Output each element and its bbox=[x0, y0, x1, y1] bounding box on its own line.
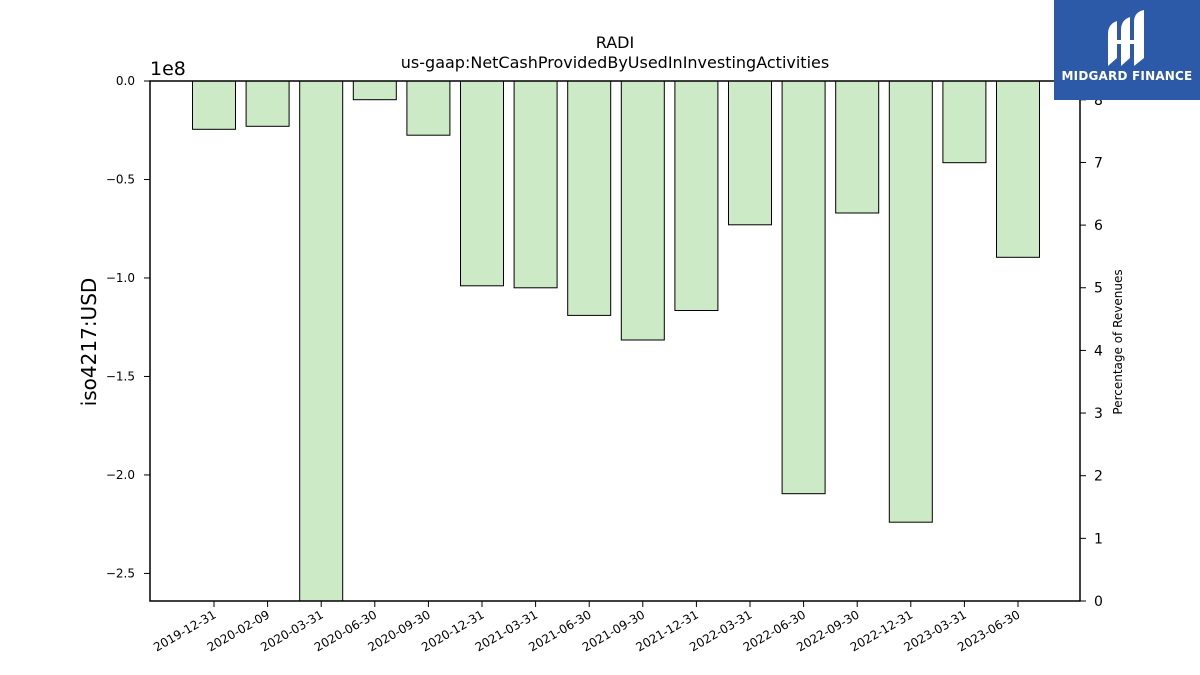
bar-2021-12-31 bbox=[674, 80, 719, 311]
bar-2021-03-31 bbox=[513, 80, 558, 289]
bar-2022-12-31 bbox=[888, 80, 933, 523]
bar-2023-06-30 bbox=[996, 80, 1040, 258]
midgard-logo-icon bbox=[1108, 10, 1144, 66]
bar-2020-03-31 bbox=[299, 80, 344, 602]
chart-subtitle: us-gaap:NetCashProvidedByUsedInInvesting… bbox=[401, 53, 829, 72]
bar-2020-09-30 bbox=[406, 80, 451, 136]
chart-title: RADI bbox=[596, 33, 634, 52]
bar-2022-09-30 bbox=[835, 80, 880, 214]
bar-2021-09-30 bbox=[620, 80, 665, 341]
y2-tick-label: 1 bbox=[1094, 531, 1103, 547]
y-axis-offset-label: 1e8 bbox=[150, 58, 186, 80]
brand-logo: MIDGARD FINANCE bbox=[1054, 0, 1200, 100]
y2-tick-label: 2 bbox=[1094, 469, 1103, 485]
y2-tick-label: 3 bbox=[1094, 406, 1103, 422]
y-tick-label: −2.0 bbox=[106, 468, 135, 482]
bar-2022-03-31 bbox=[728, 80, 772, 226]
y2-tick-label: 5 bbox=[1094, 281, 1103, 297]
bar-2019-12-31 bbox=[192, 80, 236, 130]
y-tick-label: 0.0 bbox=[116, 74, 135, 88]
y-tick-label: −0.5 bbox=[106, 172, 135, 186]
y-tick-label: −1.5 bbox=[106, 369, 135, 383]
y2-tick-label: 0 bbox=[1094, 594, 1103, 610]
bar-2020-12-31 bbox=[460, 80, 504, 287]
x-ticks-group: 2019-12-312020-02-092020-03-312020-06-30… bbox=[151, 601, 1023, 654]
y2-tick-label: 4 bbox=[1094, 343, 1103, 359]
y2-axis-label: Percentage of Revenues bbox=[1111, 269, 1125, 414]
bar-2020-06-30 bbox=[352, 80, 397, 101]
y-axis-label: iso4217:USD bbox=[77, 278, 101, 407]
y2-tick-label: 7 bbox=[1094, 155, 1103, 171]
bar-2021-06-30 bbox=[567, 80, 612, 316]
y-ticks-group: 0.0 −0.5 −1.0 −1.5 −2.0 −2.5 bbox=[106, 74, 150, 580]
bars-group bbox=[192, 80, 1040, 602]
y-tick-label: −1.0 bbox=[106, 271, 135, 285]
plot-frame bbox=[149, 80, 1081, 602]
brand-name: MIDGARD FINANCE bbox=[1061, 69, 1193, 83]
y2-tick-label: 8 bbox=[1094, 93, 1103, 109]
y2-ticks-group: 0 1 2 3 4 5 6 7 8 bbox=[1080, 93, 1103, 610]
bar-2020-02-09 bbox=[245, 80, 290, 127]
y2-tick-label: 6 bbox=[1094, 218, 1103, 234]
bar-2022-06-30 bbox=[781, 80, 826, 495]
y-tick-label: −2.5 bbox=[106, 566, 135, 580]
bar-2023-03-31 bbox=[942, 80, 987, 164]
